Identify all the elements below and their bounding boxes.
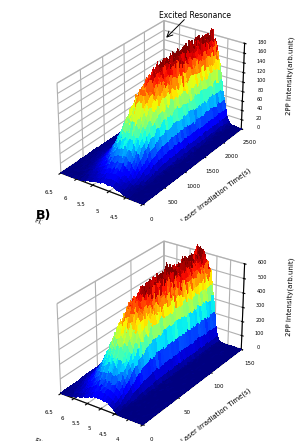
Text: Excited Resonance: Excited Resonance (159, 11, 231, 20)
Y-axis label: Laser Irradiation Time(s): Laser Irradiation Time(s) (181, 167, 252, 224)
X-axis label: Final State Energy(eV): Final State Energy(eV) (34, 217, 109, 250)
Text: A): A) (36, 0, 52, 2)
X-axis label: Final State Energy(eV): Final State Energy(eV) (34, 437, 109, 441)
Text: B): B) (36, 209, 52, 222)
Y-axis label: Laser Irradiation Time(s): Laser Irradiation Time(s) (181, 387, 252, 441)
